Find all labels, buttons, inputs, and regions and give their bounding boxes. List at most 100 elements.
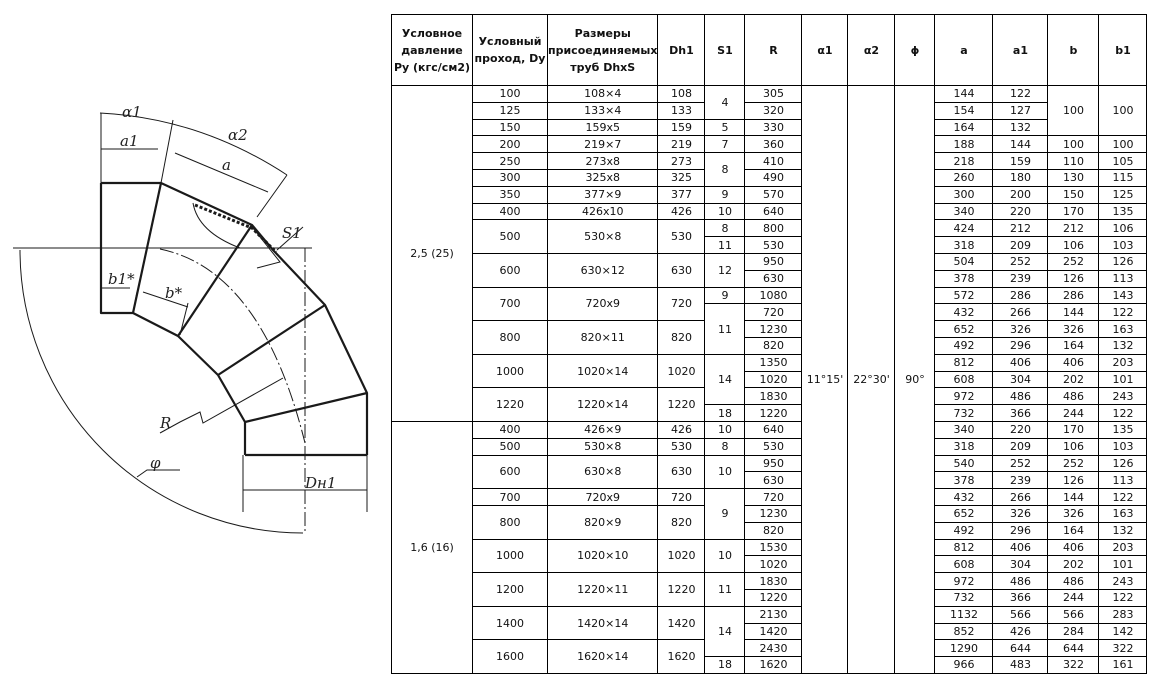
- header-b1: b1: [1098, 14, 1148, 86]
- cell-pipe: 820×9: [546, 504, 659, 540]
- cell-a: 260: [934, 168, 994, 187]
- cell-dy: 200: [472, 135, 548, 154]
- cell-r: 640: [744, 420, 803, 439]
- cell-r: 1080: [744, 286, 803, 305]
- cell-b: 106: [1047, 437, 1100, 456]
- cell-a1: 209: [992, 437, 1049, 456]
- phi-arc: [19, 249, 304, 534]
- header-a1: a1: [992, 14, 1049, 86]
- header-pressure: Условное давление Ру (кгс/см2): [391, 14, 473, 86]
- cell-pipe: 1020×14: [546, 353, 659, 389]
- cell-pipe: 108×4: [546, 85, 659, 103]
- table-row: 820 492 296 164 132: [392, 521, 1148, 540]
- cell-r: 360: [744, 135, 803, 154]
- cell-a1: 220: [992, 420, 1049, 439]
- cell-a: 1132: [934, 605, 994, 624]
- cell-b1: 322: [1098, 639, 1148, 658]
- cell-b1: 125: [1098, 185, 1148, 204]
- cell-r: 950: [744, 252, 803, 271]
- cell-r: 1230: [744, 320, 803, 338]
- cell-b1: 161: [1098, 656, 1148, 674]
- cell-b: 284: [1047, 622, 1100, 641]
- cell-s1: 8: [704, 437, 746, 456]
- cell-pipe: 325x8: [546, 168, 659, 187]
- cell-pipe: 219×7: [546, 135, 659, 154]
- cell-pipe: 133×4: [546, 101, 659, 120]
- cell-pipe: 720x9: [546, 286, 659, 322]
- cell-dh1: 720: [657, 488, 706, 506]
- cell-pressure: 1,6 (16): [391, 420, 473, 674]
- cell-pipe: 820×11: [546, 320, 659, 355]
- cell-r: 720: [744, 303, 803, 322]
- table-row: 1220 1220×14 1220 1830 972 486 486 243: [392, 387, 1148, 422]
- table-row: 2,5 (25) 100 108×4 108 4 305 11°15' 22°30' 90° 14…: [391, 84, 1148, 674]
- cell-b1: 203: [1098, 538, 1148, 557]
- cell-r: 2430: [744, 639, 803, 658]
- table-row: 1200 1220×11 1220 11 1830 972 486 486 243: [392, 572, 1148, 607]
- table-row: 125 133×4 133 320 154 127: [392, 101, 1147, 120]
- cell-b: 244: [1047, 588, 1100, 607]
- table-row: 820 492 296 164 132: [392, 336, 1148, 355]
- cell-a1: 286: [992, 286, 1049, 305]
- cell-a: 318: [934, 236, 994, 254]
- cell-s1: 10: [704, 202, 746, 221]
- cell-dy: 400: [472, 202, 548, 221]
- cell-dy: 1000: [472, 538, 548, 574]
- cell-r: 820: [744, 336, 803, 355]
- cell-dy: 125: [472, 101, 548, 120]
- cell-b1: 115: [1098, 168, 1148, 187]
- header-phi: ϕ: [894, 14, 936, 86]
- cell-b1: 101: [1098, 555, 1148, 574]
- cell-a: 378: [934, 269, 994, 288]
- cell-b1: 243: [1098, 572, 1148, 590]
- alpha-arc: [99, 112, 288, 176]
- cell-pipe: 630×12: [546, 252, 659, 288]
- cell-a: 540: [934, 454, 994, 473]
- cell-dy: 700: [472, 488, 548, 506]
- cell-b: 326: [1047, 320, 1100, 338]
- cell-s1: 12: [704, 252, 746, 288]
- cell-a: 424: [934, 219, 994, 238]
- cell-a: 812: [934, 353, 994, 372]
- cell-a1: 426: [992, 622, 1049, 641]
- cell-a: 652: [934, 504, 994, 523]
- cell-a: 144: [934, 85, 994, 103]
- table-row: 250 273x8 273 8 410 218 159 110 105: [392, 152, 1148, 187]
- cell-a1: 304: [992, 370, 1049, 389]
- cell-r: 1350: [744, 353, 803, 372]
- r-leader: [159, 377, 284, 434]
- cell-dy: 800: [472, 504, 548, 540]
- table-row: 150 159x5 159 5 330 164 132: [392, 118, 1147, 137]
- cell-pipe: 1220×11: [546, 572, 659, 607]
- cell-a: 972: [934, 387, 994, 406]
- cell-a: 852: [934, 622, 994, 641]
- cell-b: 252: [1047, 252, 1100, 271]
- cell-dh1: 630: [657, 252, 706, 288]
- cell-b1: 126: [1098, 252, 1148, 271]
- cell-b: 150: [1047, 185, 1100, 204]
- cell-dy: 700: [472, 286, 548, 322]
- cell-b1: 122: [1098, 404, 1148, 422]
- table-row: 1400 1420×14 1420 14 2130 1132 566 566 283: [392, 605, 1148, 658]
- cell-s1: 11: [704, 303, 746, 355]
- extension-lines: [100, 113, 368, 512]
- cell-a: 154: [934, 101, 994, 120]
- cell-a1: 132: [992, 118, 1049, 137]
- cell-b: 252: [1047, 454, 1100, 473]
- cell-dy: 500: [472, 219, 548, 254]
- cell-a: 812: [934, 538, 994, 557]
- label-r: R: [159, 414, 171, 432]
- cell-a1: 127: [992, 101, 1049, 120]
- cell-a1: 180: [992, 168, 1049, 187]
- cell-b1: 103: [1098, 236, 1148, 254]
- cell-dh1: 1220: [657, 572, 706, 607]
- cell-dy: 1000: [472, 353, 548, 389]
- table-row: 800 820×11 820 1230 652 326 326 163: [392, 320, 1148, 355]
- cell-r: 630: [744, 269, 803, 288]
- cell-dy: 1200: [472, 572, 548, 607]
- cell-dh1: 630: [657, 454, 706, 490]
- cell-a1: 239: [992, 471, 1049, 490]
- cell-a: 732: [934, 404, 994, 422]
- cell-r: 2130: [744, 605, 803, 624]
- cell-dh1: 820: [657, 504, 706, 540]
